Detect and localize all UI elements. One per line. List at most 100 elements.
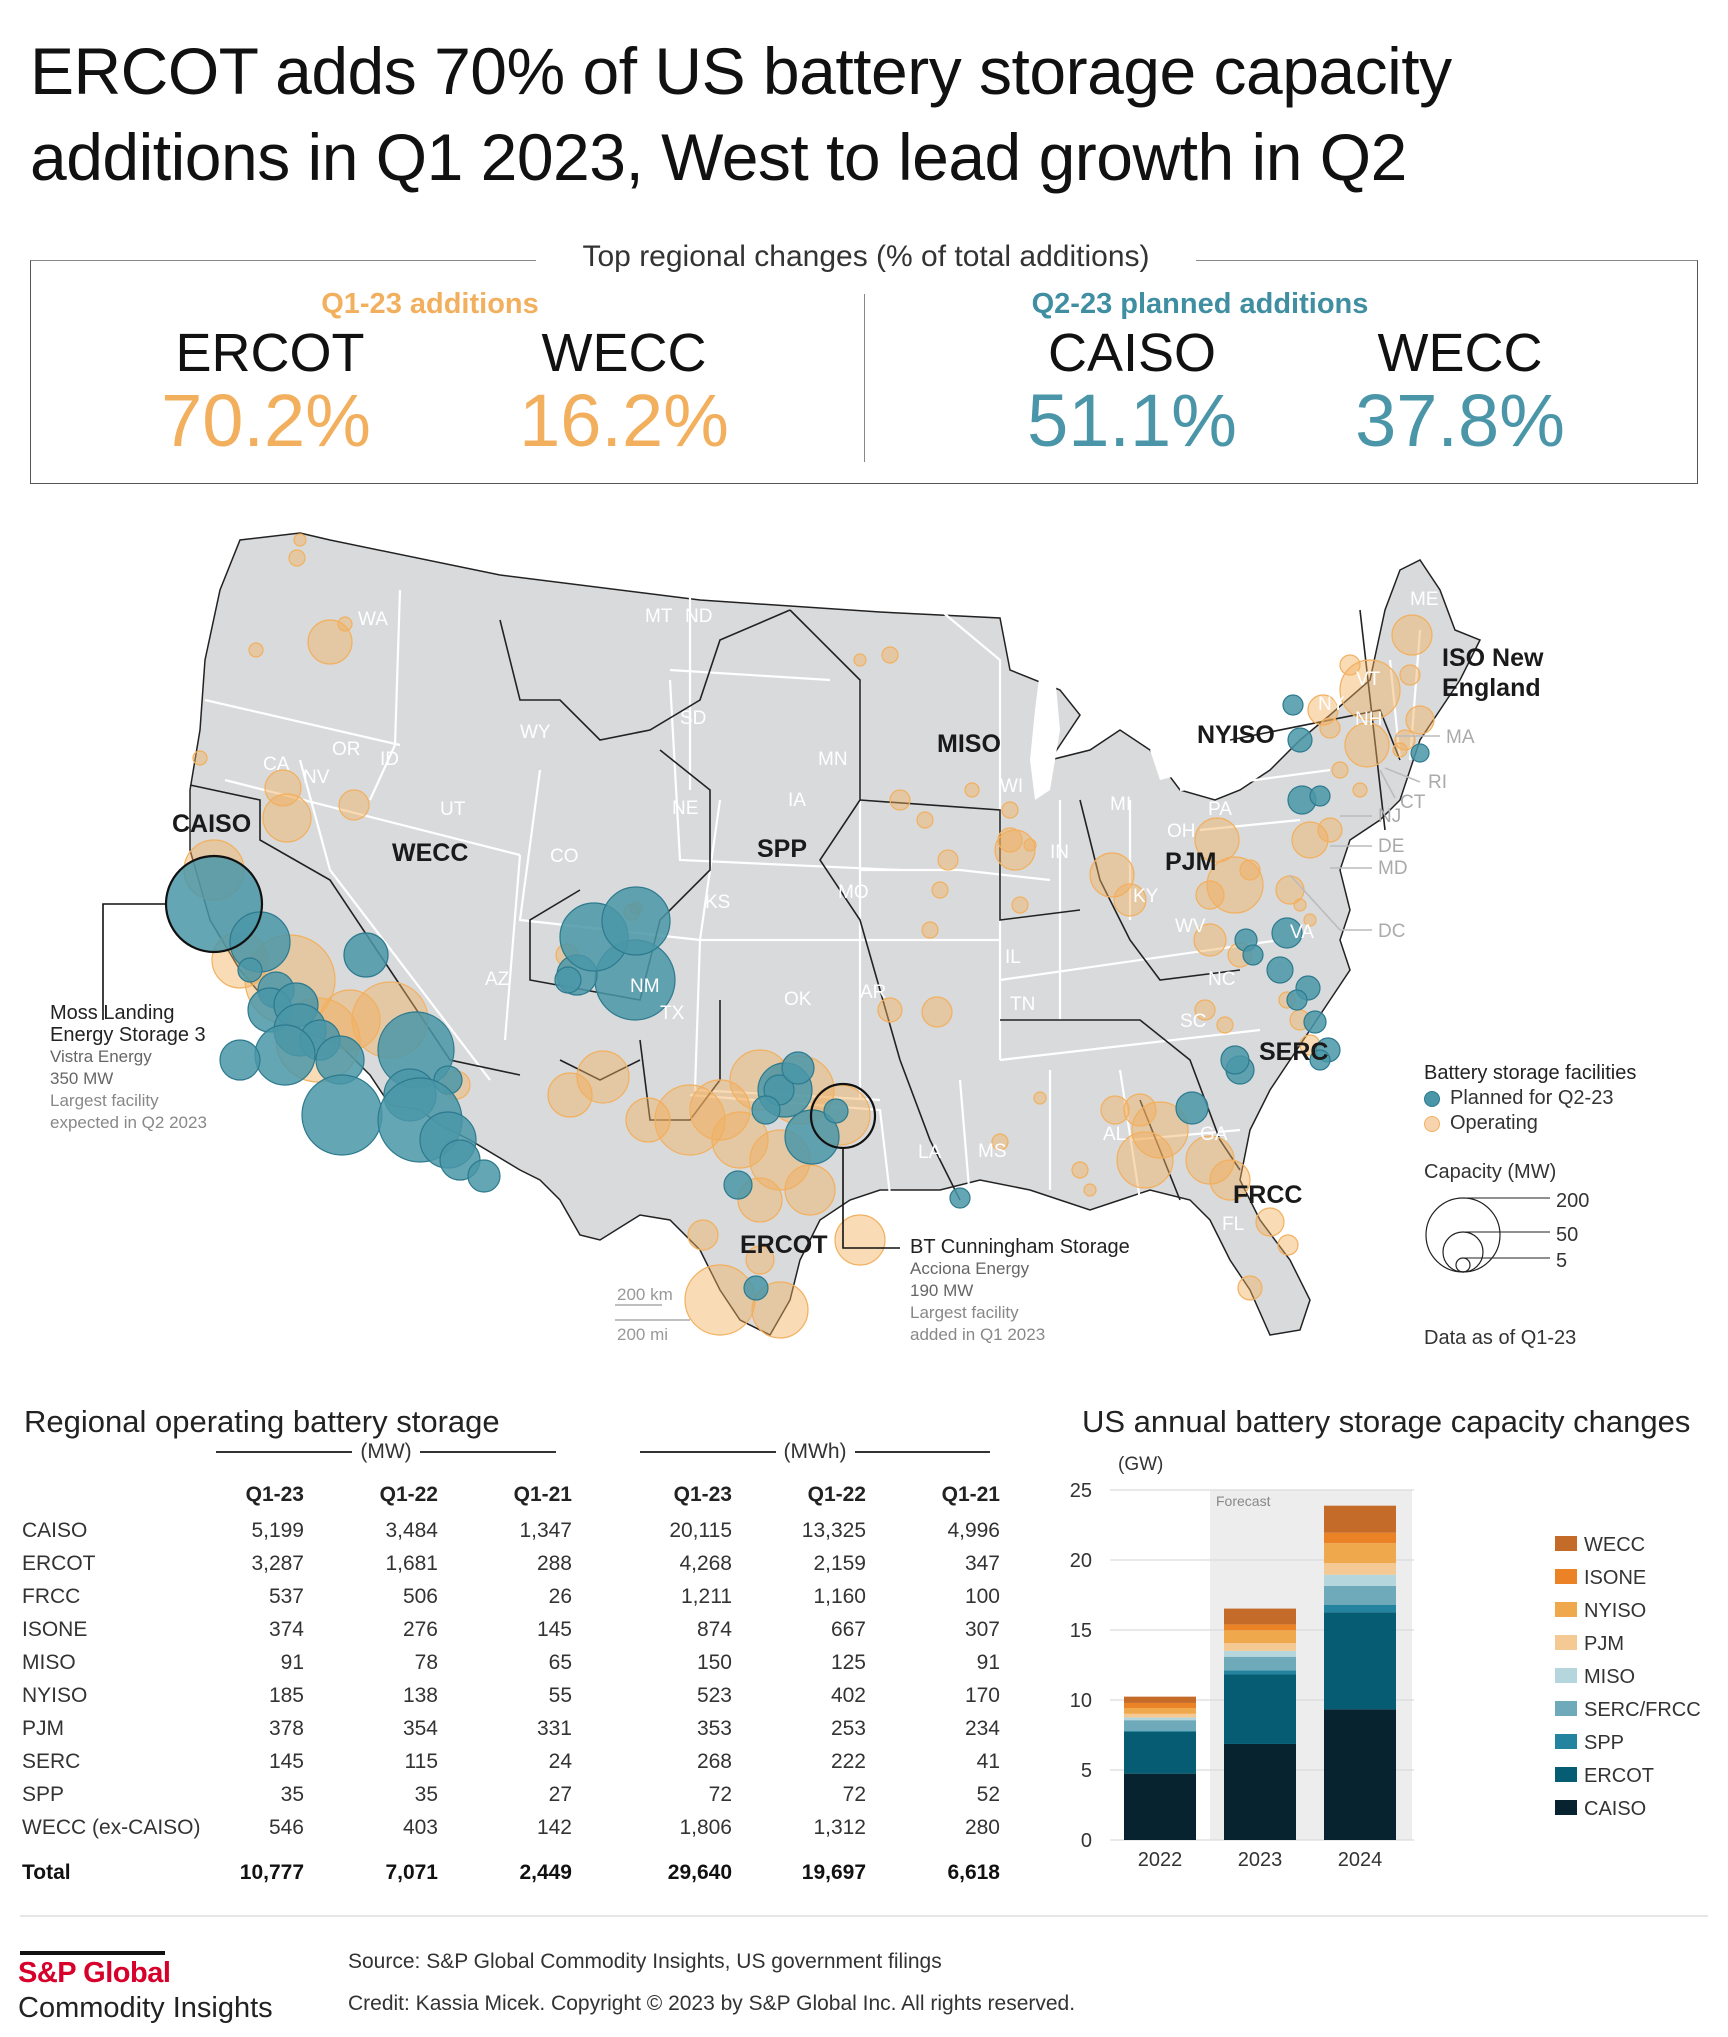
key-region-ercot: ERCOT [175,323,365,383]
operating-facility-bubble [853,653,867,667]
table-title: Regional operating battery storage [24,1404,500,1439]
state-label-ks: KS [705,892,730,913]
region-label-isone-line2: England [1442,674,1541,702]
row-value: 523 [696,1683,732,1707]
legend-swatch-nyiso [1555,1602,1577,1617]
key-region-wecc-q1: WECC [541,323,707,383]
operating-facility-bubble [834,1214,886,1266]
operating-facility-bubble [687,1219,719,1251]
row-value: 65 [548,1650,572,1674]
state-label-nc: NC [1208,969,1235,990]
operating-facility-bubble [1113,883,1147,917]
operating-facility-bubble [751,1281,809,1339]
state-label-va: VA [1290,922,1314,943]
planned-facility-bubble [301,1074,383,1156]
map-legend: Battery storage facilities Planned for Q… [1424,1062,1636,1184]
row-value: 5,199 [251,1518,304,1542]
row-value: 1,211 [681,1584,732,1608]
row-value: 24 [548,1749,572,1773]
row-value: 35 [414,1782,438,1806]
region-label-wecc: WECC [392,839,469,867]
page-title: ERCOT adds 70% of US battery storage cap… [30,28,1452,200]
footer-divider [20,1915,1708,1917]
bar-segment-miso-2024 [1324,1574,1396,1586]
table-header-row: Q1-23 Q1-22 Q1-21 Q1-23 Q1-22 Q1-21 [22,1476,1000,1514]
y-tick-label: 5 [1081,1760,1092,1782]
region-label-frcc: FRCC [1233,1181,1303,1209]
row-region: PJM [22,1716,64,1740]
legend-swatch-caiso [1555,1800,1577,1815]
state-label-oh: OH [1167,821,1196,842]
col-header-mwh-q1-23: Q1-23 [673,1483,732,1506]
table-row: ERCOT 3,287 1,681 288 4,268 2,159 347 [22,1547,1000,1580]
y-axis-label: (GW) [1118,1454,1163,1475]
us-battery-map: WA OR ID CA NV UT AZ WY CO NM MT ND SD N… [102,532,1482,1339]
legend-swatch-serc-frcc [1555,1701,1577,1716]
bar-segment-spp-2023 [1224,1670,1296,1675]
operating-facility-bubble [1023,838,1037,852]
operating-facility-bubble [1001,801,1019,819]
operating-facility-bubble [293,533,307,547]
legend-planned: Planned for Q2-23 [1424,1087,1636,1110]
operating-facility-bubble [1206,856,1264,914]
bar-segment-wecc-2022 [1124,1696,1196,1703]
planned-facility-bubble [781,1051,815,1085]
operating-facility-bubble [1237,1275,1263,1301]
legend-label-ercot: ERCOT [1584,1765,1654,1787]
row-value: 667 [830,1617,866,1641]
region-label-miso: MISO [937,730,1001,758]
operating-facility-bubble [1131,1101,1189,1159]
row-value: 78 [414,1650,438,1674]
operating-facility-bubble [784,1164,836,1216]
operating-facility-bubble [889,789,911,811]
state-label-ct: CT [1400,792,1426,813]
row-value: 374 [268,1617,304,1641]
row-region: SERC [22,1749,81,1773]
key-region-wecc-q2: WECC [1377,323,1543,383]
legend-capacity-title: Capacity (MW) [1424,1161,1557,1183]
state-label-ma: MA [1446,727,1475,748]
operating-facility-bubble [1391,614,1433,656]
operating-facility-bubble [248,642,264,658]
forecast-label: Forecast [1216,1493,1271,1509]
table-row: SPP 35 35 27 72 72 52 [22,1778,1000,1811]
row-value: 2,159 [813,1551,866,1575]
row-value: 52 [976,1782,1000,1806]
operating-facility-bubble [1011,896,1029,914]
state-label-ia: IA [788,790,806,811]
operating-facility-bubble [1100,1095,1130,1125]
row-value: 354 [402,1716,438,1740]
bt-cunningham-callout: BT Cunningham Storage Acciona Energy 190… [910,1236,1130,1346]
operating-facility-bubble [1277,1234,1299,1256]
state-label-nd: ND [685,606,712,627]
state-label-ok: OK [784,989,812,1010]
operating-facility-bubble [1239,859,1261,881]
row-region: Total [22,1861,71,1884]
operating-facility-bubble [1331,761,1349,779]
operating-facility-bubble [1209,1159,1251,1201]
state-label-mt: MT [645,606,673,627]
legend-planned-label: Planned for Q2-23 [1450,1087,1614,1109]
col-header-mw-q1-21: Q1-21 [513,1483,572,1506]
y-tick-label: 0 [1081,1830,1092,1852]
title-line-1: ERCOT adds 70% of US battery storage cap… [30,34,1452,108]
operating-facility-bubble [337,616,353,632]
row-value: 150 [696,1650,732,1674]
row-value: 13,325 [801,1518,866,1542]
chart-title: US annual battery storage capacity chang… [1082,1404,1691,1439]
state-label-sc: SC [1180,1011,1206,1032]
y-tick-label: 25 [1070,1480,1092,1502]
legend-swatch-pjm [1555,1635,1577,1650]
operating-facility-bubble [689,1079,751,1141]
row-value: 3,484 [385,1518,438,1542]
row-value: 280 [964,1815,1000,1839]
state-label-co: CO [550,846,579,867]
lake-michigan [1030,670,1060,800]
state-label-pa: PA [1208,799,1232,820]
region-label-ercot: ERCOT [740,1231,828,1259]
bar-segment-nyiso-2023 [1224,1630,1296,1644]
ne-state-leaders [1289,735,1440,931]
row-value: 1,160 [813,1584,866,1608]
key-value-wecc-q1: 16.2% [519,379,729,462]
data-as-of-note: Data as of Q1-23 [1424,1327,1577,1349]
